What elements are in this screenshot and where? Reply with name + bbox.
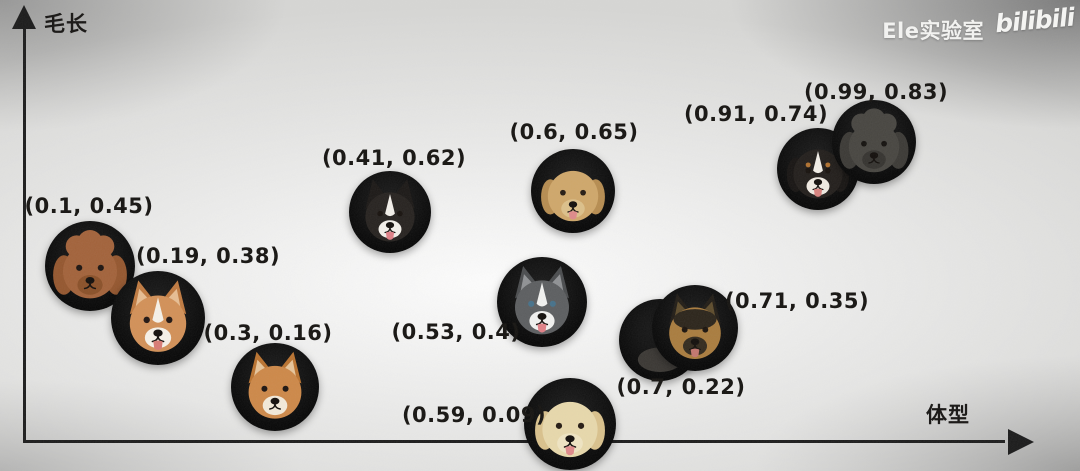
x-axis-arrow-icon: [1008, 429, 1034, 455]
point-label-husky: (0.53, 0.4): [391, 320, 521, 344]
bilibili-logo: bilibili: [993, 2, 1076, 39]
point-label-shiba-inu: (0.3, 0.16): [203, 321, 333, 345]
point-label-labrador: (0.59, 0.09): [401, 403, 547, 427]
corgi-icon: [129, 280, 187, 352]
data-point-caucasian-shepherd: [832, 100, 916, 184]
data-point-corgi: [111, 271, 205, 365]
data-point-shiba-inu: [231, 343, 319, 431]
y-axis-arrow-icon: [12, 5, 36, 29]
caucasian-shepherd-icon: [839, 108, 909, 173]
border-collie-icon: [365, 179, 415, 242]
y-axis-label: 毛长: [44, 12, 88, 36]
brand-watermark: Ele实验室: [882, 19, 984, 43]
golden-retriever-icon: [541, 170, 605, 222]
point-label-caucasian-shepherd: (0.99, 0.83): [803, 80, 949, 104]
point-label-hidden-dog-behind: (0.7, 0.22): [616, 375, 746, 399]
x-axis-label: 体型: [926, 403, 970, 427]
point-label-bernese-mountain-dog: (0.91, 0.74): [683, 102, 829, 126]
y-axis-line: [23, 26, 26, 442]
point-label-corgi: (0.19, 0.38): [135, 244, 281, 268]
point-label-german-shepherd: (0.71, 0.35): [724, 289, 870, 313]
data-point-border-collie: [349, 171, 431, 253]
point-label-border-collie: (0.41, 0.62): [321, 146, 467, 170]
point-label-toy-poodle: (0.1, 0.45): [24, 194, 154, 218]
point-label-golden-retriever: (0.6, 0.65): [509, 120, 639, 144]
data-point-golden-retriever: [531, 149, 615, 233]
shiba-inu-icon: [248, 351, 302, 419]
x-axis-line: [23, 440, 1005, 443]
